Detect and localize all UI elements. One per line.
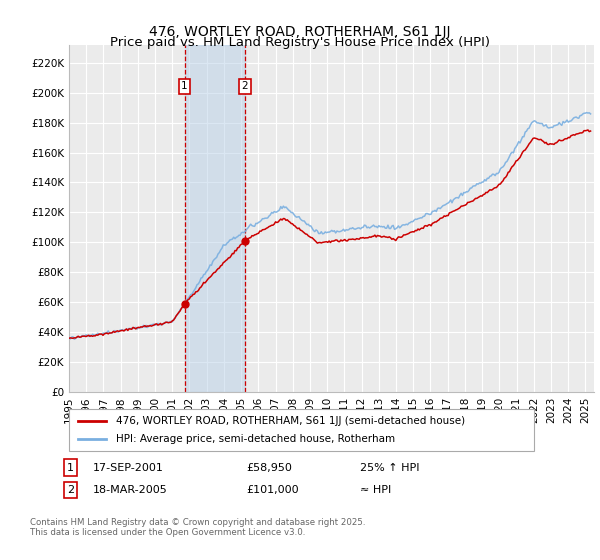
- Text: 2: 2: [67, 485, 74, 495]
- Text: 25% ↑ HPI: 25% ↑ HPI: [360, 463, 419, 473]
- Bar: [185, 45, 245, 392]
- Text: £58,950: £58,950: [246, 463, 292, 473]
- Text: 18-MAR-2005: 18-MAR-2005: [93, 485, 168, 495]
- Text: 1: 1: [181, 81, 188, 91]
- Text: 17-SEP-2001: 17-SEP-2001: [93, 463, 164, 473]
- Text: HPI: Average price, semi-detached house, Rotherham: HPI: Average price, semi-detached house,…: [115, 434, 395, 444]
- FancyBboxPatch shape: [69, 409, 534, 451]
- Text: Price paid vs. HM Land Registry's House Price Index (HPI): Price paid vs. HM Land Registry's House …: [110, 36, 490, 49]
- Text: £101,000: £101,000: [246, 485, 299, 495]
- Text: 476, WORTLEY ROAD, ROTHERHAM, S61 1JJ: 476, WORTLEY ROAD, ROTHERHAM, S61 1JJ: [149, 25, 451, 39]
- Text: 476, WORTLEY ROAD, ROTHERHAM, S61 1JJ (semi-detached house): 476, WORTLEY ROAD, ROTHERHAM, S61 1JJ (s…: [115, 416, 464, 426]
- Text: 1: 1: [67, 463, 74, 473]
- Text: 2: 2: [241, 81, 248, 91]
- Text: Contains HM Land Registry data © Crown copyright and database right 2025.
This d: Contains HM Land Registry data © Crown c…: [30, 518, 365, 538]
- Text: ≈ HPI: ≈ HPI: [360, 485, 391, 495]
